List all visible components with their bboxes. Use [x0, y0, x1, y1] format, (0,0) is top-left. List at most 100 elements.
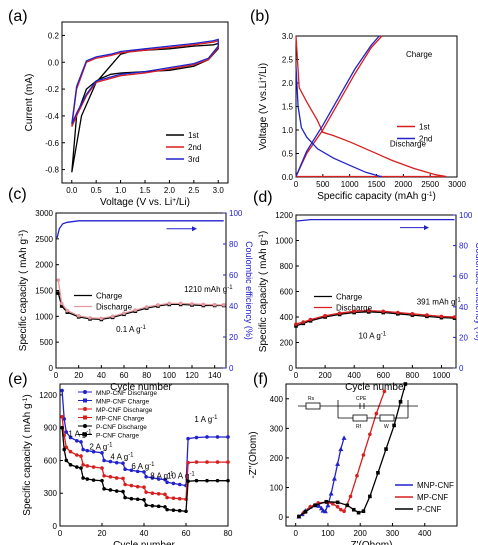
y-tick-label-f: 0: [279, 513, 284, 522]
circuit-label: W: [384, 424, 389, 430]
y-right-tick-label-d: 20: [459, 333, 468, 342]
legend-marker-e: [83, 415, 87, 420]
data-point-d: [308, 317, 313, 322]
y-axis-label-f: -Z''(Ohom): [248, 431, 259, 478]
data-point-e: [142, 470, 146, 474]
data-point-e: [226, 435, 230, 439]
data-point-e: [177, 508, 182, 513]
data-point-c: [221, 303, 226, 307]
legend-label-f: P-CNF: [417, 505, 442, 514]
data-point-c: [167, 301, 172, 306]
annotation-sup: -1: [227, 285, 233, 291]
axis-arrow-head-d: [424, 225, 429, 231]
x-tick-label-b: 2500: [421, 180, 439, 189]
data-point-e: [177, 482, 182, 487]
data-point-f: [351, 507, 356, 512]
data-point-e: [68, 435, 73, 440]
annotation-b: Discharge: [390, 139, 427, 148]
series-line-b-2: [295, 66, 382, 178]
data-point-e: [165, 480, 169, 485]
x-tick-label-f: 100: [321, 529, 335, 538]
data-point-f: [355, 473, 359, 478]
panel-f: (f) 0 100 200 300 400 0 100 200 300 400 Z'(Ohom) -Z'…: [248, 371, 458, 545]
data-point-e: [85, 477, 90, 481]
data-point-c: [178, 301, 183, 306]
annotation-sup: -1: [212, 415, 218, 421]
data-point-e: [108, 459, 113, 464]
y-right-tick-label-d: 60: [459, 272, 468, 281]
legend-label-a: 1st: [188, 131, 199, 140]
data-point-e: [60, 425, 64, 430]
y-right-tick-label-c: 20: [229, 333, 238, 342]
y-axis-label-c-part: ): [18, 230, 29, 233]
data-point-e: [100, 451, 104, 455]
data-point-e: [186, 436, 190, 441]
data-point-e: [62, 447, 66, 452]
y-axis-label-e-part: -1: [22, 397, 29, 403]
data-point-e: [102, 458, 106, 463]
x-tick-label-c: 20: [74, 371, 83, 380]
equivalent-circuit-inset: Rs CPE Rf W: [298, 396, 418, 430]
annotation-d: 10 A g-1: [359, 332, 387, 341]
data-point-c: [99, 316, 104, 321]
annotation-text: 1 A g: [68, 429, 86, 438]
data-point-e: [156, 491, 161, 496]
panel-label-d: (d): [253, 189, 273, 206]
data-point-e: [205, 478, 209, 483]
x-tick-label-b: 3000: [448, 180, 466, 189]
data-point-f: [322, 508, 328, 514]
data-point-e: [171, 481, 176, 486]
data-point-d: [452, 315, 457, 319]
data-point-e: [184, 509, 188, 514]
annotation-b: Charge: [406, 50, 433, 59]
data-point-f: [313, 503, 317, 508]
legend-label-d: Charge: [336, 293, 363, 302]
warburg-element: [379, 414, 395, 422]
data-point-e: [186, 479, 190, 484]
data-point-e: [129, 483, 134, 488]
legend-label-c: Charge: [96, 292, 123, 301]
annotation-text: 8 A g: [150, 471, 168, 480]
x-axis-label-c: Cycle number: [110, 382, 172, 393]
y-tick-label-d: 0: [289, 364, 294, 373]
y-tick-label-c: 0: [49, 364, 54, 373]
annotation-sup: -1: [381, 332, 387, 338]
data-point-e: [215, 460, 220, 464]
series-line-a-2: [71, 38, 219, 125]
data-point-e: [91, 465, 96, 469]
legend-marker-e: [83, 398, 87, 403]
data-point-c: [56, 291, 61, 295]
y-tick-label-f: 100: [270, 484, 284, 493]
data-point-f: [331, 476, 337, 481]
data-point-e: [85, 464, 90, 468]
x-tick-label-e: 40: [140, 529, 149, 538]
legend-label-a: 3rd: [188, 155, 200, 164]
y-axis-label-d-part: Specific capacity ( mAh g: [258, 240, 269, 352]
x-tick-label-a: 2.0: [164, 186, 176, 195]
annotation-text: 4 A g: [110, 452, 128, 461]
data-point-d: [337, 311, 342, 315]
data-point-c: [156, 303, 160, 307]
y-axis-label-c-part: -1: [18, 233, 25, 239]
panel-e: (e)02040608003006009001200Cycle numberSp…: [8, 371, 233, 545]
data-point-c: [59, 301, 64, 306]
legend-label-d: Discharge: [336, 304, 373, 313]
x-tick-label-d: 1000: [433, 371, 451, 380]
data-point-e: [165, 495, 169, 500]
data-point-d: [323, 313, 327, 318]
y-axis-label-e: Specific capacity ( mAh g-1): [22, 394, 34, 515]
annotation-sup: -1: [168, 471, 174, 477]
panel-label-c: (c): [8, 186, 27, 203]
y-tick-label-c: 2000: [35, 261, 53, 270]
data-point-f: [356, 510, 361, 515]
data-point-f: [348, 494, 353, 499]
data-point-c: [65, 308, 70, 313]
annotation-e: 10 A g-1: [167, 471, 195, 480]
data-point-e: [121, 489, 125, 494]
x-tick-label-d: 0: [294, 371, 299, 380]
x-tick-label-a: 1.5: [139, 186, 151, 195]
data-point-e: [144, 503, 148, 508]
annotation-sup: -1: [128, 452, 134, 458]
data-point-e: [144, 475, 148, 479]
